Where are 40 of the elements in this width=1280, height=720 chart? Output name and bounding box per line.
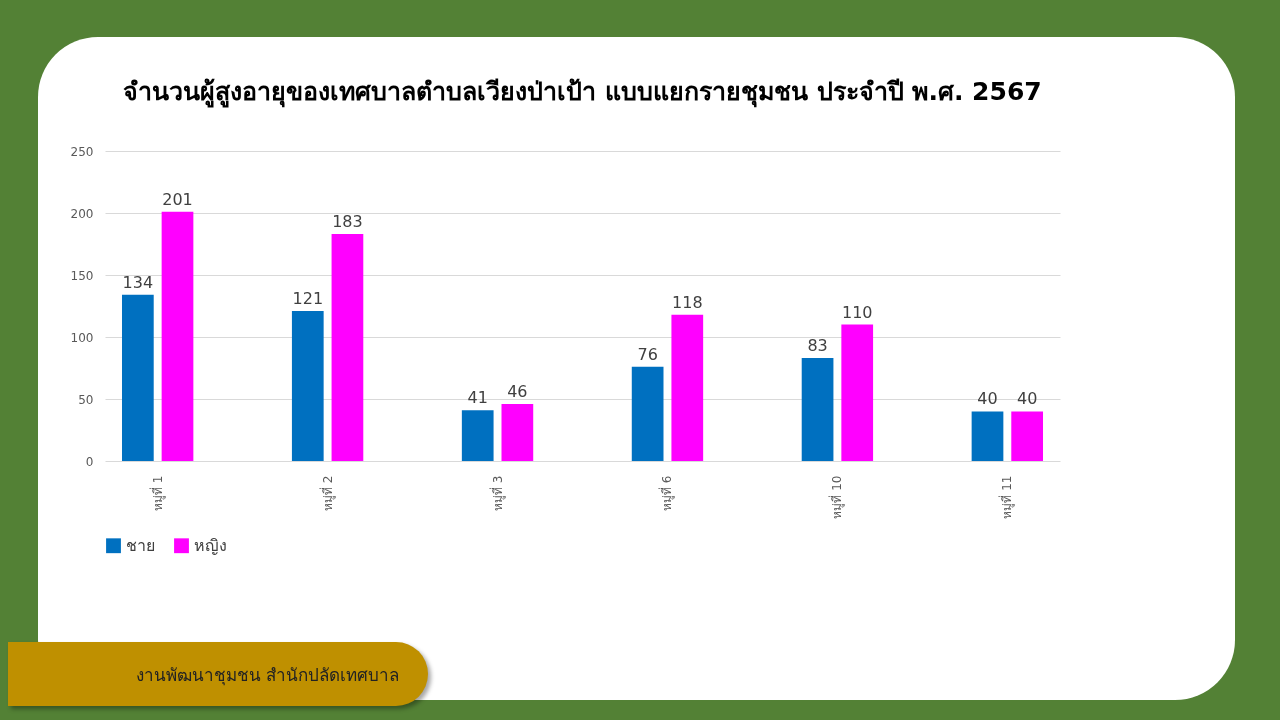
y-tick-label: 150 bbox=[70, 268, 94, 283]
data-label: 83 bbox=[807, 336, 828, 356]
data-label: 183 bbox=[332, 212, 363, 232]
x-tick-label: หมู่ที่ 2 bbox=[318, 475, 336, 511]
x-tick-label: หมู่ที่ 11 bbox=[998, 475, 1016, 519]
text: งานพัฒนาชุมชน สำนักปลัดเทศบาล bbox=[8, 642, 428, 706]
bar bbox=[801, 358, 834, 461]
y-tick-label: 50 bbox=[78, 392, 94, 407]
bar bbox=[631, 366, 664, 461]
data-label: 41 bbox=[467, 388, 488, 408]
bar bbox=[331, 234, 364, 461]
data-label: 118 bbox=[672, 292, 703, 312]
chart-title: จำนวนผู้สูงอายุของเทศบาลตำบลเวียงป่าเป้า แบบแยกรายชุมชน ประจำปี พ.ศ. 2567 bbox=[123, 77, 1042, 108]
y-tick-label: 200 bbox=[70, 206, 94, 221]
legend-label: หญิง bbox=[194, 535, 227, 555]
x-tick-label: หมู่ที่ 6 bbox=[658, 475, 676, 511]
data-label: 201 bbox=[162, 189, 193, 209]
bar bbox=[841, 324, 874, 461]
legend-label: ชาย bbox=[126, 535, 155, 555]
bar bbox=[1011, 411, 1044, 461]
bar bbox=[121, 294, 154, 461]
bar bbox=[161, 211, 194, 461]
x-tick-label: หมู่ที่ 3 bbox=[488, 475, 506, 511]
x-tick-label: หมู่ที่ 10 bbox=[828, 475, 846, 519]
bar bbox=[971, 411, 1004, 461]
bar bbox=[291, 310, 324, 461]
data-label: 110 bbox=[841, 302, 873, 322]
data-label: 134 bbox=[122, 272, 154, 292]
bar bbox=[671, 314, 704, 461]
bar bbox=[501, 403, 534, 461]
bar bbox=[461, 410, 494, 461]
data-label: 76 bbox=[637, 344, 658, 364]
data-label: 46 bbox=[507, 381, 528, 401]
y-tick-label: 100 bbox=[70, 330, 94, 345]
x-tick-label: หมู่ที่ 1 bbox=[148, 475, 166, 511]
y-tick-label: 250 bbox=[70, 144, 94, 159]
y-tick-label: 0 bbox=[85, 454, 94, 469]
data-label: 40 bbox=[977, 389, 998, 409]
data-label: 121 bbox=[292, 288, 324, 308]
data-label: 40 bbox=[1016, 389, 1038, 409]
